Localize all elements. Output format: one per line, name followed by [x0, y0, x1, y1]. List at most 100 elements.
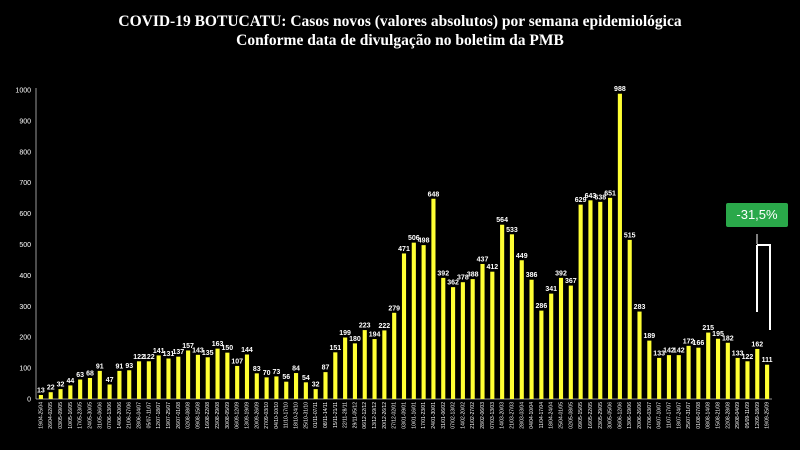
bar — [421, 245, 426, 399]
y-tick-label: 500 — [19, 242, 31, 249]
x-tick-label: 07/02-13/02 — [451, 402, 457, 429]
x-tick-label: 12/07-18/07 — [156, 402, 162, 429]
bar — [637, 311, 642, 399]
data-label: 91 — [96, 363, 104, 370]
data-label: 643 — [585, 193, 597, 200]
data-label: 122 — [742, 354, 754, 361]
data-label: 22 — [47, 385, 55, 392]
bar — [509, 234, 515, 399]
bar — [392, 312, 397, 399]
x-tick-label: 27/12-02/01 — [392, 402, 398, 429]
data-label: 533 — [506, 227, 518, 234]
bar — [519, 260, 524, 399]
bar — [38, 394, 43, 399]
bar — [225, 352, 230, 399]
x-tick-label: 25/10-31/10 — [303, 402, 309, 429]
x-tick-label: 21/06-27/06 — [127, 402, 133, 429]
data-label: 32 — [312, 382, 320, 389]
bar — [78, 379, 83, 399]
x-tick-label: 20/06-26/06 — [637, 402, 643, 429]
bar — [647, 340, 652, 399]
x-tick-label: 14/03-20/03 — [500, 402, 506, 429]
bar — [362, 330, 367, 399]
bar — [706, 332, 711, 399]
x-tick-label: 13/12-19/12 — [372, 402, 378, 429]
data-label: 194 — [369, 332, 381, 339]
bar — [745, 361, 750, 399]
bar — [431, 198, 436, 399]
x-tick-label: 10/05-16/05 — [68, 402, 74, 429]
x-tick-label: 27/06-03/07 — [647, 402, 653, 429]
data-label: 189 — [643, 333, 655, 340]
data-label: 137 — [172, 349, 184, 356]
x-tick-label: 27/09-03/10 — [264, 402, 270, 429]
bar — [608, 197, 613, 399]
data-label: 629 — [575, 197, 587, 204]
data-label: 283 — [634, 304, 646, 311]
x-tick-label: 23/08-29/08 — [215, 402, 221, 429]
data-label: 54 — [302, 375, 310, 382]
bar — [657, 357, 662, 399]
data-label: 449 — [516, 253, 528, 260]
y-tick-label: 900 — [19, 118, 31, 125]
x-tick-label: 02/05-08/05 — [568, 402, 574, 429]
data-label: 651 — [604, 190, 616, 197]
x-tick-label: 09/05-15/05 — [578, 402, 584, 429]
data-label: 392 — [555, 270, 567, 277]
change-badge: -31,5% — [726, 203, 788, 227]
data-label: 471 — [398, 246, 410, 253]
x-tick-label: 04/04-10/04 — [529, 402, 535, 429]
data-label: 135 — [202, 350, 214, 357]
x-tick-label: 04/07-10/07 — [657, 402, 663, 429]
data-label: 32 — [57, 382, 65, 389]
data-label: 84 — [292, 366, 300, 373]
x-tick-label: 03/05-09/05 — [58, 402, 64, 429]
bar — [195, 354, 200, 399]
data-label: 386 — [526, 272, 538, 279]
bar — [490, 271, 495, 399]
data-label: 151 — [329, 345, 341, 352]
data-label: 392 — [437, 270, 449, 277]
bar — [352, 343, 357, 399]
bar — [451, 287, 456, 399]
bar — [411, 242, 416, 399]
data-label: 122 — [143, 354, 155, 361]
bar — [48, 392, 53, 399]
bar — [264, 377, 269, 399]
bar — [107, 384, 112, 399]
bar — [529, 279, 534, 399]
x-tick-label: 31/05-06/06 — [97, 402, 103, 429]
data-label: 180 — [349, 336, 361, 343]
x-tick-label: 11/04-17/04 — [539, 402, 545, 429]
bar — [205, 357, 210, 399]
data-label: 142 — [673, 348, 685, 355]
data-label: 141 — [153, 348, 165, 355]
data-label: 378 — [457, 275, 469, 282]
x-tick-label: 07/03-13/03 — [490, 402, 496, 429]
x-tick-label: 17/01-23/01 — [421, 402, 427, 429]
x-tick-label: 25/04-01/05 — [559, 402, 565, 429]
x-tick-label: 20/12-26/12 — [382, 402, 388, 429]
data-label: 222 — [379, 323, 391, 330]
x-tick-label: 11/10-17/10 — [284, 402, 290, 429]
bar — [500, 224, 505, 399]
bar — [303, 382, 308, 399]
data-label: 150 — [222, 345, 234, 352]
data-label: 199 — [339, 330, 351, 337]
x-tick-label: 02/08-08/08 — [186, 402, 192, 429]
data-label: 63 — [76, 372, 84, 379]
data-label: 172 — [683, 338, 695, 345]
y-tick-label: 600 — [19, 211, 31, 218]
x-tick-label: 21/03-27/03 — [509, 402, 515, 429]
x-tick-label: 25/07-31/07 — [686, 402, 692, 429]
x-tick-label: 05/09-11/09 — [745, 402, 751, 429]
data-label: 44 — [66, 378, 74, 385]
data-label: 988 — [614, 86, 626, 93]
bar — [235, 365, 240, 399]
data-label: 131 — [163, 351, 175, 358]
bar — [765, 364, 770, 399]
x-tick-label: 18/07-24/07 — [676, 402, 682, 429]
x-tick-label: 29/08-04/09 — [735, 402, 741, 429]
data-label: 142 — [663, 348, 675, 355]
